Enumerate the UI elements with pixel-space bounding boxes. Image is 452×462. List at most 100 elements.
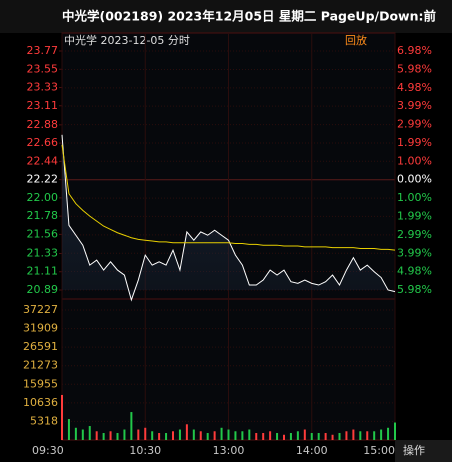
title-bar — [0, 0, 452, 33]
y2-tick-label: 6.98% — [397, 44, 432, 57]
y-tick-label: 22.22 — [27, 173, 59, 186]
volume-bar — [178, 429, 181, 440]
volume-bar — [269, 431, 272, 440]
x-tick-label: 15:00 — [363, 444, 395, 457]
x-tick-label: 10:30 — [129, 444, 161, 457]
volume-bar — [123, 429, 126, 440]
volume-bar — [262, 433, 265, 440]
action-button[interactable]: 操作 — [403, 443, 425, 457]
y-tick-label: 20.89 — [27, 283, 59, 296]
window-title: 中光学(002189) 2023年12月05日 星期二 PageUp/Down:… — [62, 9, 437, 24]
y-tick-label: 21.78 — [27, 209, 59, 222]
price-line — [61, 134, 396, 302]
volume-tick-label: 37227 — [23, 303, 58, 316]
volume-bar — [95, 431, 98, 440]
y-tick-label: 23.55 — [27, 62, 59, 75]
y-tick-label: 21.56 — [27, 227, 59, 240]
volume-bar — [172, 431, 174, 440]
y2-tick-label: 2.99% — [397, 118, 432, 131]
x-tick-label: 13:00 — [213, 444, 245, 457]
volume-bar — [345, 431, 348, 440]
volume-bar — [185, 424, 188, 440]
y-tick-label: 23.11 — [27, 99, 59, 112]
volume-bar — [102, 433, 105, 440]
volume-bar — [144, 427, 147, 440]
y2-tick-label: 1.00% — [397, 191, 432, 204]
volume-bar — [296, 431, 299, 440]
volume-bar — [366, 431, 369, 440]
y2-tick-label: 1.99% — [397, 136, 432, 149]
y2-tick-label: 3.99% — [397, 246, 432, 259]
volume-bar — [324, 433, 327, 440]
volume-bar — [303, 429, 306, 440]
x-tick-label: 09:30 — [32, 444, 64, 457]
y2-tick-label: 0.00% — [397, 173, 432, 186]
action-bg — [395, 440, 452, 462]
volume-bar — [199, 431, 202, 440]
volume-tick-label: 10636 — [23, 396, 58, 409]
volume-tick-label: 5318 — [30, 414, 58, 427]
volume-bar — [241, 431, 244, 440]
volume-bar — [234, 431, 237, 440]
volume-tick-label: 21273 — [23, 359, 58, 372]
volume-bar — [310, 433, 313, 440]
y2-tick-label: 5.98% — [397, 62, 432, 75]
volume-bar — [394, 422, 396, 440]
y2-tick-label: 4.98% — [397, 81, 432, 94]
y2-tick-label: 1.00% — [397, 154, 432, 167]
volume-bar — [213, 431, 216, 440]
volume-bar — [61, 394, 63, 440]
y-tick-label: 22.44 — [27, 154, 59, 167]
volume-bar — [109, 431, 112, 440]
volume-bar — [283, 434, 285, 440]
y-tick-label: 21.11 — [27, 265, 59, 278]
volume-bar — [276, 433, 279, 440]
volume-bar — [331, 434, 334, 440]
volume-bar — [317, 433, 320, 440]
price-area — [62, 134, 395, 300]
replay-button[interactable]: 回放 — [345, 33, 367, 47]
y2-tick-label: 3.99% — [397, 99, 432, 112]
y2-tick-label: 2.99% — [397, 228, 432, 241]
volume-bar — [255, 433, 258, 440]
y-tick-label: 23.77 — [27, 44, 59, 57]
y2-tick-label: 4.98% — [397, 265, 432, 278]
y-tick-label: 22.88 — [27, 118, 59, 131]
volume-bar — [137, 429, 140, 440]
volume-bar — [165, 433, 168, 440]
volume-bar — [192, 429, 195, 440]
volume-bar — [227, 429, 230, 440]
volume-bar — [88, 426, 91, 440]
volume-tick-label: 15955 — [23, 377, 58, 390]
y-tick-label: 21.33 — [27, 246, 59, 259]
panel-label: 中光学 2023-12-05 分时 — [64, 33, 190, 47]
volume-bar — [206, 433, 209, 440]
y-tick-label: 22.66 — [27, 136, 59, 149]
volume-bar — [81, 429, 84, 440]
volume-bar — [220, 427, 223, 440]
volume-bar — [151, 431, 154, 440]
volume-bar — [352, 429, 355, 440]
volume-bar — [158, 433, 161, 440]
volume-bar — [359, 431, 362, 440]
volume-bar — [116, 433, 119, 440]
volume-tick-label: 26591 — [23, 340, 58, 353]
volume-bar — [74, 427, 77, 440]
y2-tick-label: 5.98% — [397, 283, 432, 296]
y2-tick-label: 1.99% — [397, 209, 432, 222]
average-line — [61, 144, 396, 251]
volume-bar — [289, 433, 292, 440]
volume-bar — [67, 419, 70, 440]
y-tick-label: 22.00 — [27, 191, 59, 204]
x-tick-label: 14:00 — [296, 444, 328, 457]
volume-tick-label: 31909 — [23, 322, 58, 335]
volume-bar — [373, 431, 376, 440]
y-tick-label: 23.33 — [27, 81, 59, 94]
volume-bar — [387, 427, 390, 440]
volume-bar — [130, 412, 133, 440]
volume-bar — [380, 429, 383, 440]
volume-bar — [248, 429, 251, 440]
volume-bar — [338, 433, 341, 440]
